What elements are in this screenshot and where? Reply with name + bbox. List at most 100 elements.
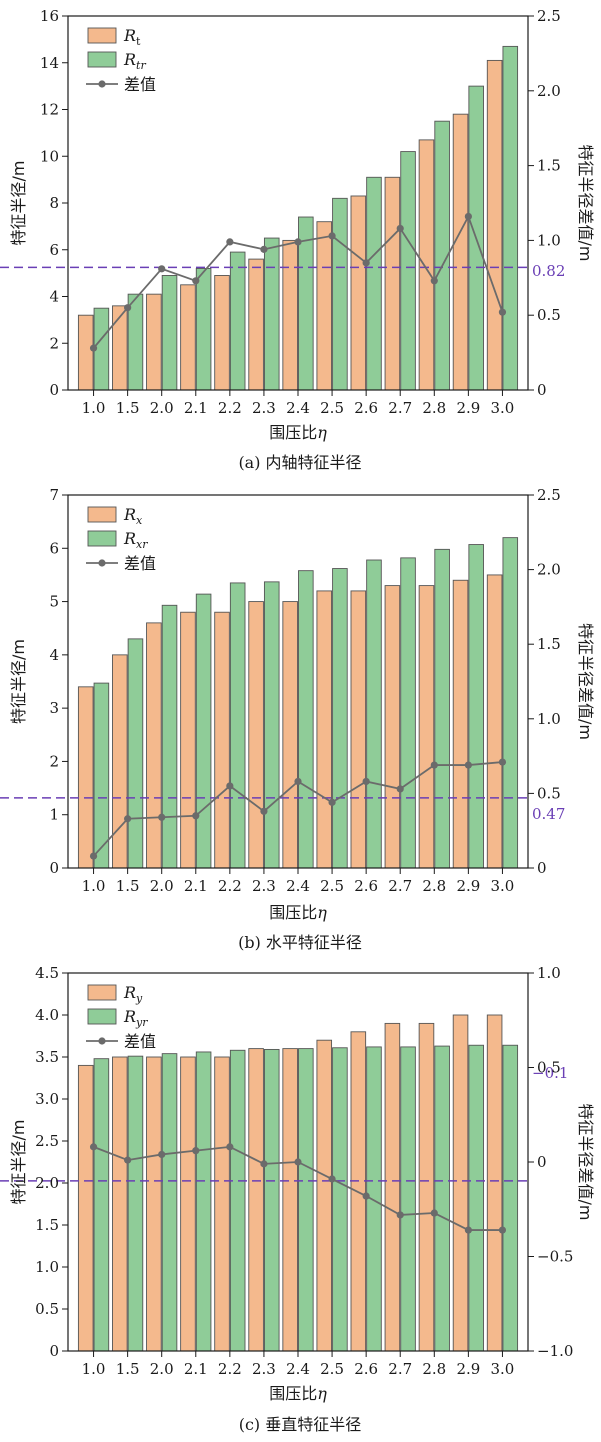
bar-Ryr-2.7 [400, 1046, 416, 1352]
y-tick-label: 1.5 [35, 1216, 59, 1234]
x-tick-label: 2.0 [150, 877, 174, 895]
y2-tick-label: 1.5 [537, 635, 561, 653]
x-tick-label: 2.4 [286, 399, 310, 417]
legend-label: Rtr [123, 50, 146, 72]
bar-Ry-2.2 [214, 1056, 230, 1352]
y2-tick-label: −0.5 [537, 1248, 573, 1266]
x-tick-label: 2.4 [286, 1360, 310, 1378]
point-diff-2.2 [226, 238, 234, 246]
x-axis-label: 围压比η [269, 423, 327, 442]
bar-Ryr-2.3 [263, 1048, 280, 1352]
y2-tick-label: 0.5 [537, 1059, 561, 1077]
y-tick-label: 0 [49, 381, 59, 399]
y-tick-label: 0 [49, 1342, 59, 1360]
y2-tick-label: 2.5 [537, 7, 561, 25]
x-tick-label: 1.0 [82, 877, 106, 895]
y-tick-label: 2 [49, 334, 59, 352]
point-diff-1.0 [89, 852, 98, 860]
x-tick-label: 2.2 [218, 1360, 242, 1378]
x-tick-label: 2.3 [252, 877, 276, 895]
x-tick-label: 1.0 [82, 399, 106, 417]
point-diff-2.3 [260, 245, 268, 253]
y2-tick-label: 2.5 [537, 486, 561, 504]
x-tick-label: 2.5 [320, 1360, 344, 1378]
point-diff-2.6 [362, 259, 370, 267]
bar-Ryr-2.5 [332, 1047, 348, 1352]
y-tick-label: 6 [49, 539, 59, 557]
bar-Rxr-2.0 [161, 604, 178, 869]
x-tick-label: 2.7 [388, 1360, 412, 1378]
y2-tick-label: 0.5 [537, 306, 561, 324]
x-tick-label: 2.1 [184, 1360, 208, 1378]
bar-Ryr-1.5 [127, 1055, 144, 1352]
bar-Ryr-2.4 [298, 1048, 314, 1352]
legend-marker [98, 1037, 106, 1045]
x-tick-label: 2.1 [184, 399, 208, 417]
point-diff-2.0 [158, 813, 166, 821]
point-diff-2.9 [464, 1226, 472, 1234]
bar-Ryr-2.1 [195, 1051, 212, 1352]
point-diff-2.2 [226, 1143, 234, 1151]
x-axis-label: 围压比η [269, 1384, 327, 1403]
y2-tick-label: 1.0 [537, 710, 561, 728]
point-diff-1.5 [124, 1156, 132, 1164]
bar-Rxr-1.5 [127, 638, 144, 869]
x-tick-label: 2.5 [320, 877, 344, 895]
bar-Rxr-2.7 [400, 557, 416, 869]
bar-Rtr-2.2 [229, 251, 246, 391]
y-tick-label: 5 [49, 593, 59, 611]
y2-axis-label: 特征半径差值/m [576, 1104, 595, 1221]
x-tick-label: 2.1 [184, 877, 208, 895]
bar-Rx-2.4 [282, 601, 298, 869]
bar-Rx-2.6 [350, 590, 367, 869]
x-tick-label: 1.0 [82, 1360, 106, 1378]
x-tick-label: 2.5 [320, 399, 344, 417]
bar-Rtr-2.0 [161, 275, 178, 391]
bar-Rx-2.7 [384, 585, 401, 869]
bar-Rt-2.0 [146, 293, 162, 391]
bar-Rx-2.3 [248, 601, 264, 869]
x-tick-label: 1.5 [116, 399, 140, 417]
point-diff-2.3 [260, 807, 268, 815]
bar-Ry-2.9 [452, 1014, 469, 1352]
y-tick-label: 4.5 [35, 964, 59, 982]
bar-Ryr-2.9 [468, 1044, 484, 1352]
legend-marker [98, 80, 106, 88]
bar-Rt-1.5 [112, 305, 128, 391]
bar-Rt-3.0 [486, 59, 503, 391]
y-tick-label: 2.0 [35, 1174, 59, 1192]
bar-Rx-2.5 [316, 590, 333, 869]
bar-Rt-2.4 [282, 239, 298, 391]
point-diff-2.4 [294, 1158, 302, 1166]
panel-caption: (c) 垂直特征半径 [239, 1415, 362, 1434]
x-tick-label: 2.9 [456, 877, 480, 895]
legend-label: Ry [123, 983, 143, 1005]
y-tick-label: 10 [40, 147, 59, 165]
bar-Ryr-1.0 [93, 1058, 110, 1352]
point-diff-3.0 [498, 758, 507, 766]
y-tick-label: 0.5 [35, 1300, 59, 1318]
y-axis-label: 特征半径/m [9, 161, 28, 246]
y-tick-label: 4.0 [35, 1006, 59, 1024]
point-diff-2.5 [328, 1175, 336, 1183]
panel-caption: (a) 内轴特征半径 [238, 453, 361, 472]
panel-caption: (b) 水平特征半径 [238, 933, 362, 952]
y2-tick-label: 1.5 [537, 157, 561, 175]
y2-tick-label: 2.0 [537, 82, 561, 100]
point-diff-3.0 [498, 1226, 507, 1234]
bar-Ryr-2.0 [161, 1053, 178, 1352]
bar-Rx-3.0 [486, 574, 503, 869]
x-tick-label: 2.3 [252, 399, 276, 417]
point-diff-1.0 [89, 344, 98, 352]
point-diff-2.6 [362, 777, 370, 786]
chart-panel-1: 0.82 0 2 4 6 8 10 12 14 16 0 0.5 1.0 1.5 2.0 2.5 1.0 1.5 2… [0, 7, 595, 472]
y-tick-label: 1.0 [35, 1258, 59, 1276]
y2-tick-label: 1.0 [537, 964, 561, 982]
legend-label: Ryr [123, 1007, 148, 1029]
bar-Ry-2.3 [248, 1048, 264, 1352]
legend-label: 差值 [124, 1032, 156, 1051]
bar-Rt-2.7 [384, 176, 401, 391]
